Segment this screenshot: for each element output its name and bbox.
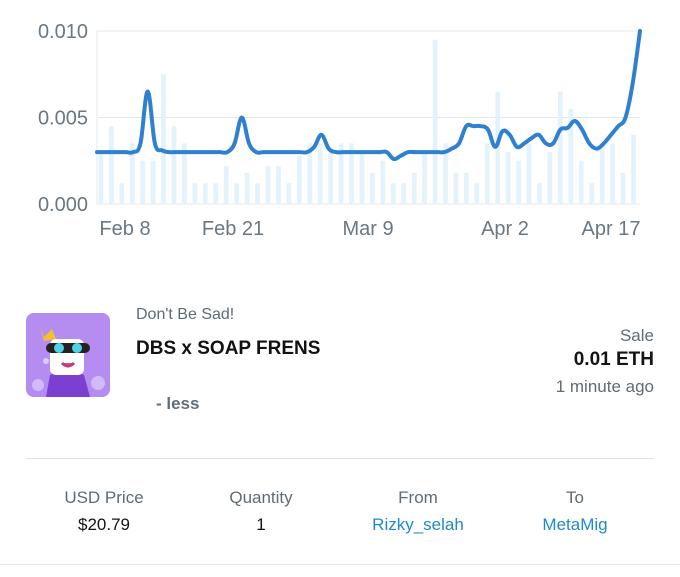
nft-thumbnail[interactable]: [26, 313, 110, 397]
y-tick-label: 0.010: [38, 21, 88, 43]
volume-bar: [244, 172, 250, 204]
volume-bar: [443, 143, 448, 204]
volume-bar: [161, 74, 166, 204]
volume-bar: [537, 183, 542, 204]
volume-bar: [338, 143, 344, 204]
from-column: From Rizky_selah: [343, 488, 493, 535]
volume-bar: [432, 39, 438, 205]
volume-bar: [411, 172, 417, 204]
from-label: From: [398, 488, 438, 507]
show-less-toggle[interactable]: - less: [156, 394, 200, 413]
volume-bar: [140, 160, 146, 204]
volume-bar: [610, 143, 615, 204]
event-time: 1 minute ago: [555, 377, 654, 396]
event-type: Sale: [619, 326, 654, 345]
volume-bar: [182, 143, 187, 204]
nft-character-image: [26, 313, 110, 397]
to-label: To: [566, 488, 584, 507]
volume-bar: [317, 143, 323, 204]
volume-bar: [286, 183, 292, 204]
volume-bar: [328, 148, 333, 204]
volume-bar: [98, 152, 104, 204]
volume-bar: [213, 183, 219, 204]
x-tick-label: Feb 8: [99, 218, 150, 240]
volume-bars: [98, 39, 636, 205]
volume-bar: [129, 143, 135, 204]
volume-bar: [631, 134, 636, 204]
volume-bar: [109, 126, 114, 204]
volume-bar: [484, 143, 490, 204]
volume-bar: [255, 183, 260, 204]
volume-bar: [558, 91, 563, 204]
volume-bar: [589, 183, 595, 204]
volume-bar: [599, 143, 605, 204]
volume-bar: [307, 143, 313, 204]
volume-bar: [380, 160, 386, 204]
volume-bar: [276, 165, 281, 204]
nft-title[interactable]: DBS x SOAP FRENS: [136, 338, 321, 359]
quantity-column: Quantity 1: [186, 488, 336, 535]
volume-bar: [547, 152, 553, 204]
volume-bar: [296, 155, 302, 204]
to-user-link[interactable]: MetaMig: [542, 515, 608, 534]
y-tick-label: 0.005: [38, 108, 88, 130]
price-history-chart[interactable]: 0.010 0.005 0.000 Feb 8 Feb 21 Mar 9 Apr 2 Apr…: [0, 0, 680, 250]
section-divider: [26, 458, 654, 459]
y-axis-ticks: 0.010 0.005 0.000: [38, 21, 88, 216]
volume-bar: [265, 165, 271, 204]
x-tick-label: Mar 9: [342, 218, 393, 240]
x-tick-label: Apr 2: [481, 218, 529, 240]
volume-bar: [620, 172, 626, 204]
volume-bar: [119, 183, 125, 204]
volume-bar: [390, 183, 396, 204]
volume-bar: [192, 183, 198, 204]
volume-bar: [568, 108, 574, 204]
x-tick-label: Apr 17: [582, 218, 641, 240]
volume-bar: [505, 152, 511, 204]
volume-bar: [422, 152, 427, 204]
volume-bar: [171, 126, 177, 204]
y-tick-label: 0.000: [38, 194, 88, 216]
from-user-link[interactable]: Rizky_selah: [372, 515, 464, 534]
x-tick-label: Feb 21: [202, 218, 264, 240]
quantity-label: Quantity: [229, 488, 293, 507]
volume-bar: [359, 152, 365, 204]
volume-bar: [578, 160, 584, 204]
volume-bar: [370, 172, 375, 204]
x-axis-ticks: Feb 8 Feb 21 Mar 9 Apr 2 Apr 17: [99, 218, 640, 240]
price-line: [95, 29, 642, 162]
volume-bar: [464, 172, 469, 204]
volume-bar: [401, 183, 407, 204]
sale-price: 0.01 ETH: [573, 349, 654, 370]
volume-bar: [516, 160, 521, 204]
volume-bar: [474, 183, 480, 204]
chart-gridlines: [96, 30, 640, 205]
to-column: To MetaMig: [500, 488, 650, 535]
quantity-value: 1: [256, 515, 266, 534]
volume-bar: [223, 165, 229, 204]
usd-price-column: USD Price $20.79: [29, 488, 179, 535]
bottom-divider: [0, 564, 680, 565]
volume-bar: [234, 183, 240, 204]
volume-bar: [150, 160, 156, 204]
usd-price-value: $20.79: [78, 515, 130, 534]
usd-price-label: USD Price: [64, 488, 144, 507]
collection-name[interactable]: Don't Be Sad!: [136, 306, 235, 323]
volume-bar: [202, 183, 208, 204]
volume-bar: [495, 91, 501, 204]
volume-bar: [453, 172, 459, 204]
volume-bar: [349, 143, 354, 204]
volume-bar: [526, 143, 532, 204]
